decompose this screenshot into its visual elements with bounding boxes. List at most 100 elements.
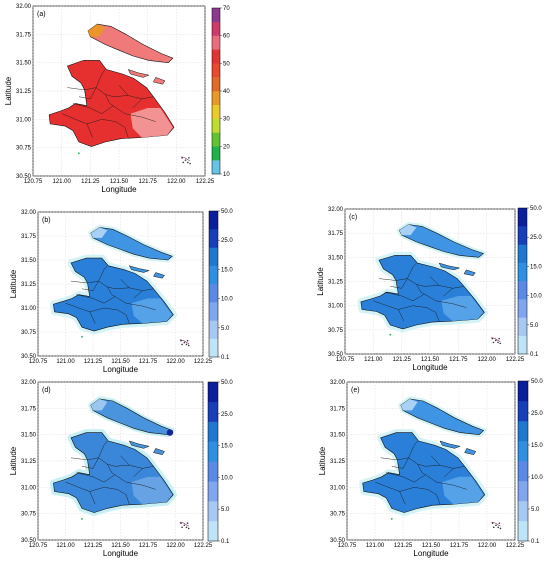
y-tick-label: 31.50 [16, 61, 32, 67]
y-axis-title: Latitude [4, 76, 13, 105]
colorbar-tick-label: 25.0 [221, 238, 233, 244]
x-tick-label: 121.75 [139, 543, 158, 549]
district-line [81, 280, 99, 291]
y-tick-label: 31.25 [328, 280, 344, 286]
colorbar-tick-label: 15.0 [221, 267, 233, 273]
y-tick-label: 32.00 [328, 207, 344, 213]
colorbar-segment [208, 441, 218, 462]
colorbar-tick-label: 30 [223, 117, 230, 123]
island [186, 522, 189, 524]
colorbar-segment [212, 77, 220, 92]
y-tick-label: 30.50 [21, 538, 37, 544]
region-chongming [399, 224, 484, 258]
colorbar-tick-label: 5.0 [221, 326, 230, 332]
y-tick-label: 31.75 [21, 234, 37, 240]
district-line [132, 98, 143, 109]
panel-label: (d) [42, 387, 51, 394]
y-tick-labels: 30.50 30.75 31.00 31.25 31.50 31.75 32.00 [328, 207, 344, 358]
x-axis-title: Longitude [103, 365, 139, 374]
district-line [443, 288, 453, 297]
island [389, 333, 392, 336]
region-chongming-west [90, 227, 108, 238]
y-tick-label: 31.00 [21, 306, 37, 312]
x-axis-title: Longitude [413, 549, 449, 558]
colorbar-segment [212, 21, 220, 36]
colorbar-segment [212, 146, 220, 161]
region-chongming [87, 23, 174, 64]
island [189, 162, 191, 165]
region-east [441, 296, 484, 322]
x-tick-label: 121.25 [392, 357, 411, 363]
colorbar-segment [518, 421, 528, 442]
island [497, 341, 499, 344]
colorbar-segment [212, 118, 220, 133]
district-line [98, 440, 108, 458]
region-chongming-west [88, 24, 106, 37]
colorbar-segment [209, 211, 218, 230]
x-tick-label: 120.75 [29, 543, 48, 549]
region-hengsha [463, 269, 476, 276]
colorbar-tick-label: 0.1 [530, 352, 539, 358]
x-tick-label: 121.00 [364, 357, 383, 363]
colorbar-segment [208, 401, 218, 422]
x-tick-label: 122.25 [196, 179, 215, 185]
district-line [424, 293, 467, 308]
colorbar-segment [212, 35, 220, 50]
map-panel-a: 120.75 121.00 121.25 121.50 121.75 122.00 122.… [4, 4, 230, 194]
colorbar: 0.1 5.0 10.0 15.0 25.0 50.0 [517, 379, 543, 545]
y-tick-label: 31.25 [16, 89, 32, 95]
x-tick-label: 121.50 [111, 359, 130, 365]
island [77, 152, 80, 155]
island [492, 341, 495, 344]
colorbar-segment [518, 381, 528, 402]
colorbar-tick-label: 15.0 [531, 443, 543, 449]
district-line [114, 464, 154, 469]
island [188, 157, 190, 159]
colorbar-tick-label: 10.0 [221, 475, 233, 481]
x-tick-labels: 120.75 121.00 121.25 121.50 121.75 122.00 122.… [29, 359, 213, 365]
district-line [117, 489, 130, 505]
x-tick-label: 121.00 [56, 359, 75, 365]
district-line [417, 464, 426, 475]
y-tick-label: 30.75 [330, 512, 346, 518]
colorbar-segment [212, 91, 220, 106]
island [187, 344, 190, 347]
y-tick-label: 31.75 [16, 32, 32, 38]
colorbar-tick-label: 10.0 [221, 297, 233, 303]
x-tick-label: 120.75 [336, 357, 355, 363]
precip-maximum [166, 429, 174, 436]
district-line [81, 457, 99, 469]
colorbar-segment [518, 281, 527, 300]
y-tick-label: 32.00 [16, 4, 32, 10]
colorbar-tick-label: 0.1 [221, 539, 230, 545]
colorbar-segment [518, 208, 527, 227]
district-line [104, 94, 114, 106]
district-boundaries [374, 440, 467, 505]
district-line [133, 468, 143, 477]
colorbar-segment [518, 401, 528, 422]
x-tick-label: 122.00 [478, 543, 497, 549]
y-axis-title: Latitude [318, 446, 327, 475]
colorbar-segment [208, 521, 218, 542]
region-changxing [439, 440, 461, 449]
panel-label: (a) [37, 11, 46, 18]
region-chongming [400, 398, 485, 436]
district-line [107, 464, 116, 475]
x-tick-label: 121.25 [84, 359, 103, 365]
map-panel-d: 120.75 121.00 121.25 121.50 121.75 122.00 122.… [9, 380, 233, 558]
offshore-islands [81, 518, 190, 530]
district-line [89, 311, 96, 324]
x-tick-label: 121.50 [421, 357, 440, 363]
colorbar-segment [208, 421, 218, 442]
colorbar-tick-label: 70 [223, 6, 230, 12]
island [498, 337, 500, 340]
y-tick-label: 31.75 [328, 231, 344, 237]
region-east [130, 108, 173, 138]
colorbar-frame [207, 381, 219, 542]
x-tick-label: 120.75 [29, 359, 48, 365]
colorbar-tick-label: 5.0 [221, 507, 230, 513]
district-boundaries [373, 262, 467, 322]
x-tick-labels: 120.75 121.00 121.25 121.50 121.75 122.00 122.… [338, 543, 525, 549]
district-line [407, 262, 417, 279]
